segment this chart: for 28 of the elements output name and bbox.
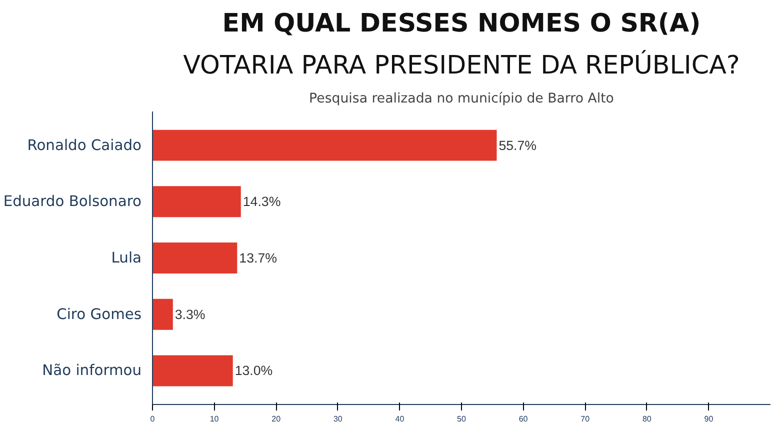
x-tick-label: 90 [704,414,714,424]
y-tick-label: Eduardo Bolsonaro [3,193,142,210]
data-label: 13.0% [234,363,273,378]
chart-title: EM QUAL DESSES NOMES O SR(A) [222,8,701,38]
y-tick-label: Lula [111,250,142,266]
bar [152,298,173,330]
data-label: 14.3% [242,194,281,210]
x-tick-label: 10 [210,414,220,424]
bar [152,130,497,161]
x-tick-label: 0 [150,414,156,424]
bar [152,355,233,386]
data-label: 55.7% [498,138,537,153]
data-label: 3.3% [174,306,206,322]
x-tick-label: 80 [642,414,652,424]
y-tick-label: Ronaldo Caiado [27,136,142,154]
x-tick-label: 60 [518,414,528,424]
y-tick-label: Não informou [42,362,142,380]
data-label: 13.7% [239,250,278,266]
x-tick-label: 40 [395,414,405,424]
x-tick-label: 30 [333,414,343,424]
y-tick-label: Ciro Gomes [56,306,142,323]
bar [152,186,241,218]
x-tick-label: 70 [580,414,590,424]
chart-subtitle: VOTARIA PARA PRESIDENTE DA REPÚBLICA? [183,50,740,80]
text: Pesquisa realizada no município de Barro Alto [309,92,614,106]
x-tick-label: 20 [272,414,282,424]
bar [152,242,238,274]
x-tick-label: 50 [457,414,466,424]
